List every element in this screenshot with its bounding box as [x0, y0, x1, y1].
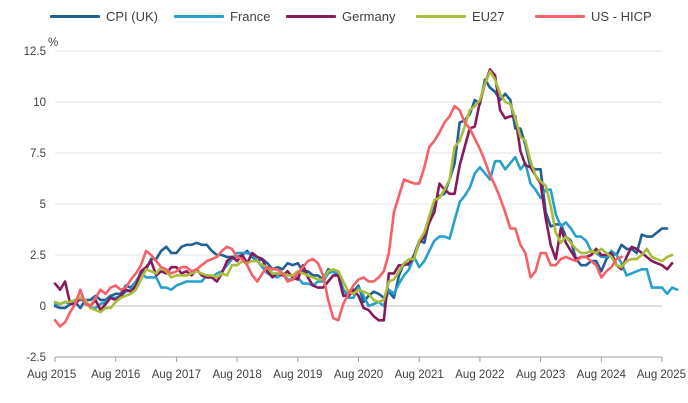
- x-tick-label: Aug 2024: [577, 369, 627, 381]
- x-tick-label: Aug 2019: [273, 369, 322, 381]
- legend-swatch: [50, 14, 100, 18]
- series-line-cpi-uk: [53, 78, 669, 310]
- legend-label: US - HICP: [591, 8, 652, 24]
- y-tick-label: 5: [40, 199, 46, 211]
- legend-label: France: [230, 8, 271, 24]
- legend-item: EU27: [416, 7, 505, 25]
- y-tick-label: 12.5: [24, 46, 46, 58]
- legend-swatch: [535, 14, 585, 18]
- x-tick-label: Aug 2021: [395, 369, 444, 381]
- x-tick-label: Aug 2015: [27, 369, 76, 381]
- legend-item: Germany: [286, 7, 395, 25]
- y-tick-label: 10: [33, 97, 46, 109]
- legend-swatch: [174, 14, 224, 18]
- legend-label: EU27: [472, 8, 505, 24]
- y-tick-label: -2.5: [26, 352, 46, 364]
- y-axis-label: %: [48, 37, 58, 49]
- x-tick-label: Aug 2017: [152, 369, 201, 381]
- x-tick-label: Aug 2022: [455, 369, 504, 381]
- legend-item: US - HICP: [535, 7, 652, 25]
- legend-item: CPI (UK): [50, 7, 158, 25]
- series-line-eu27: [53, 70, 674, 314]
- series-line-us-hicp: [53, 104, 623, 328]
- y-tick-label: 7.5: [30, 148, 46, 160]
- grid-lines: [55, 50, 662, 358]
- y-tick-label: 2.5: [30, 250, 46, 262]
- x-tick-label: Aug 2018: [212, 369, 261, 381]
- series-line-france: [53, 155, 679, 310]
- x-tick-label: Aug 2016: [91, 369, 140, 381]
- series-lines: [53, 68, 679, 328]
- x-tick-label: Aug 2023: [516, 369, 565, 381]
- legend-label: CPI (UK): [106, 8, 158, 24]
- x-axis: Aug 2015 Aug 2016 Aug 2017 Aug 2018 Aug 2019…: [27, 356, 686, 381]
- legend-swatch: [286, 14, 336, 18]
- legend-swatch: [416, 14, 466, 18]
- legend-item: France: [174, 7, 270, 25]
- x-tick-label: Aug 2020: [334, 369, 383, 381]
- y-axis-ticks: 12.5 10 7.5 5 2.5 0 -2.5: [24, 46, 46, 364]
- x-tick-label: Aug 2025: [637, 369, 686, 381]
- y-tick-label: 0: [40, 301, 46, 313]
- legend-label: Germany: [342, 8, 396, 24]
- series-line-germany: [53, 68, 674, 322]
